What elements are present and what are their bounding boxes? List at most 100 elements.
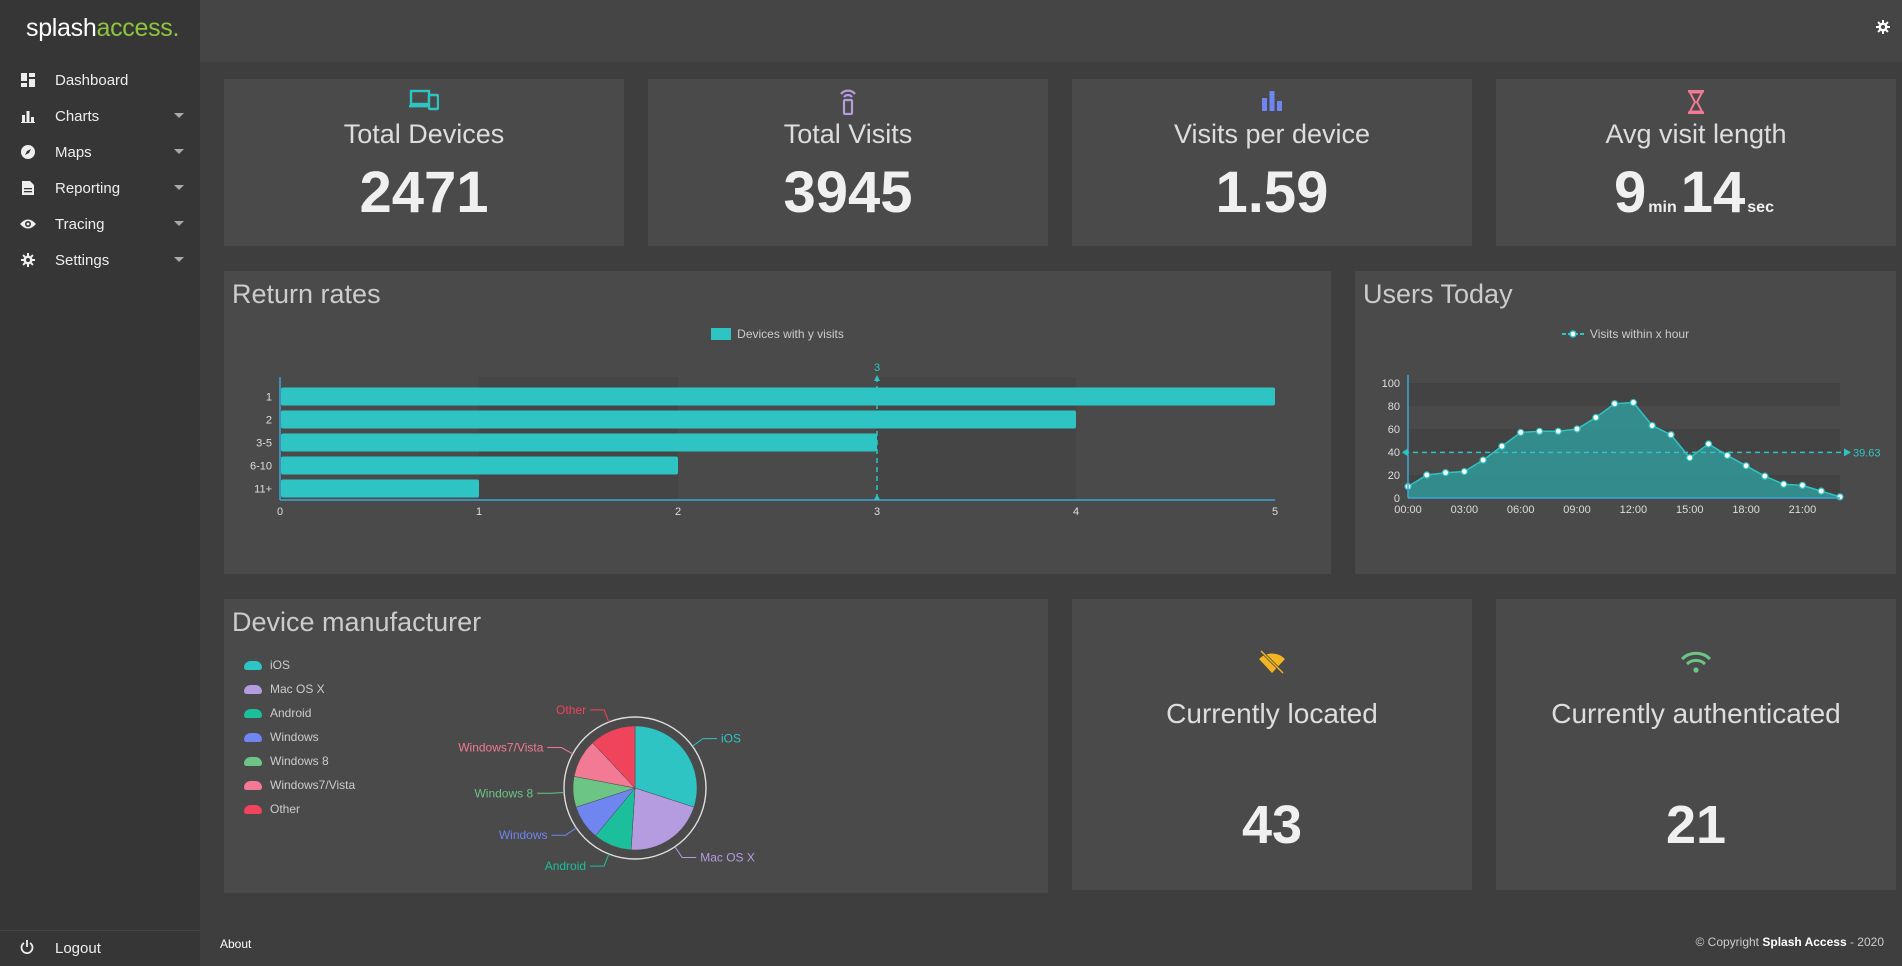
- chart-legend[interactable]: Devices with y visits: [224, 327, 1331, 341]
- legend-label: Windows: [270, 730, 319, 744]
- x-tick-label: 0: [277, 506, 283, 518]
- wifi-off-icon: [1072, 649, 1472, 675]
- pie-slice-label: Android: [545, 859, 586, 873]
- seconds-value: 14: [1680, 160, 1746, 225]
- stat-title: Avg visit length: [1605, 119, 1787, 149]
- legend-swatch: [244, 780, 262, 790]
- x-tick-label: 09:00: [1563, 504, 1591, 516]
- pie-slice-label: Other: [556, 703, 586, 717]
- bar: [281, 456, 678, 475]
- legend-item[interactable]: Other: [244, 797, 355, 821]
- legend-item[interactable]: Android: [244, 701, 355, 725]
- sidebar-item-reporting[interactable]: Reporting: [0, 170, 200, 206]
- return-rates-card: Return rates Devices with y visits 1 2 3-5…: [224, 271, 1331, 574]
- x-tick-label: 00:00: [1394, 504, 1422, 516]
- hourglass-icon: [1496, 89, 1896, 115]
- data-point: [1817, 487, 1825, 495]
- sidebar-item-settings[interactable]: Settings: [0, 242, 200, 278]
- legend-label: Windows7/Vista: [270, 778, 356, 792]
- x-tick-label: 12:00: [1620, 504, 1648, 516]
- chart-legend[interactable]: Visits within x hour: [1355, 327, 1896, 341]
- wifi-icon: [1496, 651, 1896, 673]
- y-tick-label: 80: [1388, 401, 1400, 413]
- stat-card-visits-per-device: Visits per device 1.59: [1072, 79, 1472, 246]
- reference-marker-right: [1844, 448, 1851, 457]
- x-tick-label: 06:00: [1507, 504, 1535, 516]
- sidebar-item-tracing[interactable]: Tracing: [0, 206, 200, 242]
- sidebar-item-charts[interactable]: Charts: [0, 98, 200, 134]
- legend-item[interactable]: iOS: [244, 653, 355, 677]
- x-tick-label: 18:00: [1732, 504, 1760, 516]
- sidebar-item-label: Maps: [55, 143, 92, 161]
- pie-slice: [634, 725, 698, 808]
- data-point: [1798, 481, 1807, 489]
- data-point: [1498, 442, 1506, 450]
- brand-logo[interactable]: splashaccess.: [26, 14, 179, 43]
- x-tick-label: 2: [675, 506, 681, 518]
- legend-label: iOS: [270, 658, 291, 672]
- legend-label: Visits within x hour: [1589, 327, 1690, 341]
- settings-gear-icon[interactable]: [1876, 20, 1890, 34]
- y-tick-label: 2: [266, 415, 272, 427]
- legend-item[interactable]: Mac OS X: [244, 677, 355, 701]
- legend-label: Devices with y visits: [737, 327, 844, 341]
- reference-marker-bottom: [874, 494, 880, 500]
- bar: [281, 387, 1275, 406]
- return-rates-chart: 1 2 3-5 6-10 11+ 0 1 2 3 4 5 3: [250, 362, 1278, 518]
- pie-slice: [592, 725, 636, 789]
- data-point: [1629, 398, 1637, 407]
- chevron-down-icon: [174, 149, 184, 154]
- x-tick-label: 03:00: [1451, 504, 1479, 516]
- legend-item[interactable]: Windows7/Vista: [244, 773, 355, 797]
- data-point: [1517, 428, 1525, 437]
- copyright-name: Splash Access: [1762, 935, 1847, 949]
- sidebar-item-maps[interactable]: Maps: [0, 134, 200, 170]
- copyright-prefix: © Copyright: [1695, 935, 1763, 949]
- legend-swatch: [244, 732, 262, 742]
- stat-title: Visits per device: [1173, 119, 1371, 149]
- card-title: Device manufacturer: [232, 607, 482, 637]
- eye-icon: [20, 216, 36, 232]
- data-point: [1441, 469, 1450, 477]
- pie-slice-label: Windows: [499, 828, 548, 842]
- bar: [281, 479, 479, 498]
- sidebar-item-label: Tracing: [55, 215, 105, 233]
- device-manufacturer-card: Device manufacturer iOS Mac OS X Android Wi…: [224, 599, 1048, 893]
- copyright-suffix: - 2020: [1846, 935, 1884, 949]
- legend-item[interactable]: Windows: [244, 725, 355, 749]
- document-icon: [20, 180, 36, 196]
- pie-label-leader: [590, 709, 610, 723]
- bar-chart-icon: [1072, 89, 1472, 115]
- sidebar: splashaccess. Dashboard Charts Maps Repo…: [0, 0, 200, 966]
- legend-swatch: [244, 804, 262, 814]
- data-point: [1592, 413, 1600, 422]
- copyright-text: © Copyright Splash Access - 2020: [1695, 935, 1884, 949]
- stat-card-total-devices: Total Devices 2471: [224, 79, 624, 246]
- users-today-card: Users Today Visits within x hour 0 20 40 60…: [1355, 271, 1896, 574]
- legend-swatch: [244, 756, 262, 766]
- stat-card-avg-visit-length: Avg visit length 9 min14 sec: [1496, 79, 1896, 246]
- users-today-chart: 0 20 40 60 80 100 00:00 03:00 06:00 09:00 12:00 15:…: [1382, 375, 1881, 516]
- minutes-unit: min: [1648, 199, 1677, 216]
- y-tick-label: 20: [1388, 470, 1400, 482]
- logout-button[interactable]: Logout: [0, 930, 200, 966]
- pie-label-leader: [674, 846, 697, 858]
- stat-card-total-visits: Total Visits 3945: [648, 79, 1048, 246]
- card-title: Users Today: [1363, 279, 1513, 309]
- y-tick-label: 100: [1382, 378, 1400, 390]
- pie-label-leader: [547, 747, 574, 755]
- sidebar-item-label: Charts: [55, 107, 100, 125]
- x-tick-label: 5: [1272, 506, 1278, 518]
- legend-line-icon: [1561, 330, 1584, 338]
- data-point: [1573, 425, 1581, 433]
- sidebar-item-label: Reporting: [55, 179, 121, 197]
- stat-value: 3945: [783, 160, 913, 225]
- data-point: [1423, 471, 1431, 479]
- legend-item[interactable]: Windows 8: [244, 749, 355, 773]
- bar: [281, 410, 1076, 429]
- x-tick-label: 15:00: [1676, 504, 1704, 516]
- sidebar-item-dashboard[interactable]: Dashboard: [0, 62, 200, 98]
- pie-slice-label: iOS: [721, 732, 741, 746]
- sidebar-item-label: Dashboard: [55, 71, 129, 89]
- about-link[interactable]: About: [220, 937, 252, 951]
